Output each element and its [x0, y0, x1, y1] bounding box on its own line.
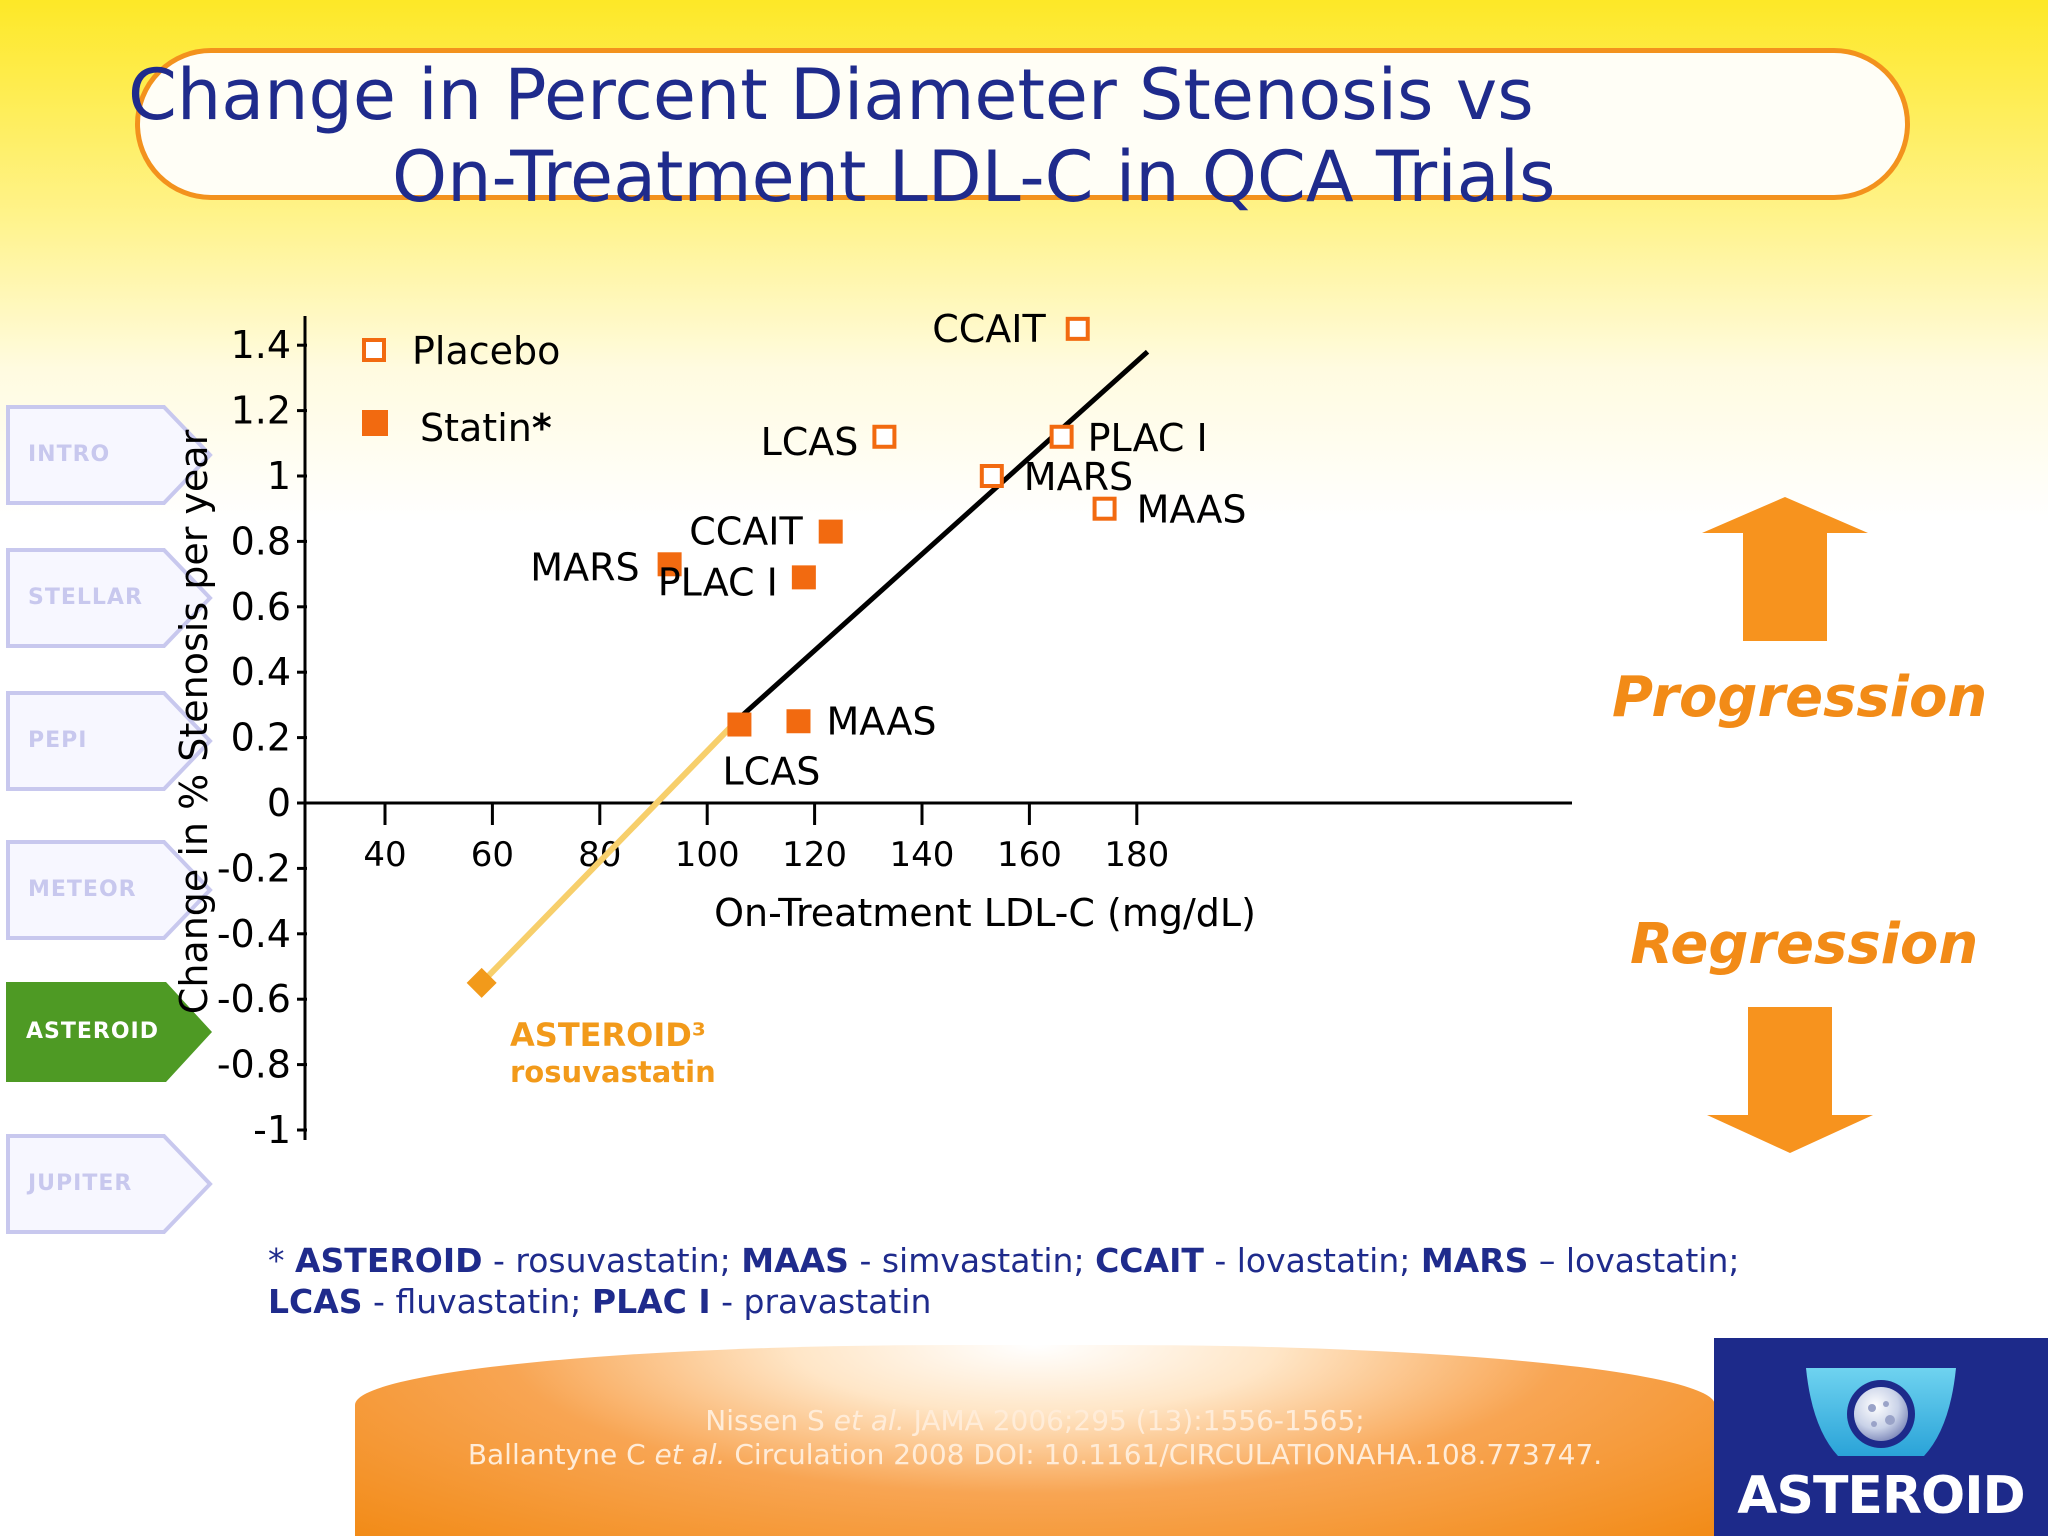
legend-statin-marker [362, 410, 388, 436]
y-tick-label: -0.8 [217, 1043, 291, 1087]
y-axis-label: Change in % Stenosis per year [172, 429, 216, 1014]
x-axis-label: On-Treatment LDL-C (mg/dL) [714, 891, 1256, 935]
asteroid-logo: ASTEROID [1714, 1338, 2048, 1536]
y-tick-label: -1 [253, 1108, 291, 1152]
footnote-line2: LCAS - fluvastatin; PLAC I - pravastatin [268, 1282, 932, 1321]
nav-label: JUPITER [28, 1171, 133, 1196]
nav-item-intro[interactable]: INTRO [6, 405, 216, 505]
y-tick-label: 0.8 [231, 519, 291, 563]
placebo-point-lcas [872, 424, 897, 449]
page-title-line1: Change in Percent Diameter Stenosis vs [128, 54, 1534, 136]
x-tick-label: 60 [471, 835, 514, 875]
nav-tab-shape [6, 840, 213, 940]
placebo-point-mars [979, 464, 1004, 488]
logo-text: ASTEROID [1737, 1466, 2025, 1526]
footnote-line1: * ASTEROID - rosuvastatin; MAAS - simvas… [268, 1241, 1740, 1280]
nav-tab-shape [6, 691, 213, 791]
placebo-point-label: CCAIT [932, 307, 1046, 351]
nav-item-jupiter[interactable]: JUPITER [6, 1134, 216, 1234]
x-tick-label: 100 [675, 835, 740, 875]
footer-band [355, 1345, 1715, 1536]
placebo-point-label: LCAS [761, 420, 859, 464]
progression-label: Progression [1612, 665, 1988, 730]
placebo-point-label: MARS [1024, 455, 1133, 499]
nav-label: METEOR [28, 877, 137, 902]
nav-item-stellar[interactable]: STELLAR [6, 548, 216, 648]
placebo-point-placi [1049, 424, 1074, 449]
x-tick-label: 40 [363, 835, 406, 875]
y-tick-label: -0.4 [217, 912, 291, 956]
y-tick-label: 1.2 [231, 389, 291, 433]
citation-line1: Nissen S et al. JAMA 2006;295 (13):1556-… [705, 1404, 1365, 1437]
x-tick-label: 140 [890, 835, 955, 875]
nav-tab-shape [6, 982, 212, 1082]
regression-line [737, 349, 1150, 720]
y-tick-label: 0 [267, 781, 291, 825]
x-tick-label: 160 [997, 835, 1062, 875]
placebo-point-ccait [1065, 316, 1090, 341]
nav-label: ASTEROID [26, 1019, 159, 1044]
asteroid-point [466, 967, 497, 998]
statin-point-label: MARS [530, 545, 639, 589]
citation-line2: Ballantyne C et al. Circulation 2008 DOI… [467, 1438, 1603, 1471]
extrapolation-line [479, 715, 742, 985]
nav-item-pepi[interactable]: PEPI [6, 691, 216, 791]
y-tick-label: 0.2 [231, 716, 291, 760]
legend-statin-label: Statin* [420, 406, 552, 450]
statin-point-placi [791, 565, 816, 590]
statin-point-ccait [818, 519, 843, 544]
statin-point-maas [786, 709, 811, 734]
y-tick-label: -0.6 [217, 977, 291, 1021]
legend-placebo-marker [362, 338, 386, 362]
placebo-point-label: PLAC I [1088, 416, 1208, 460]
nav-label: INTRO [28, 442, 111, 467]
legend-placebo-label: Placebo [412, 329, 560, 373]
nav-item-meteor[interactable]: METEOR [6, 840, 216, 940]
nav-tab-shape [6, 548, 213, 648]
y-tick-label: -0.2 [217, 846, 291, 890]
nav-tab-shape [6, 1134, 213, 1234]
placebo-point-maas [1092, 496, 1117, 521]
statin-point-label: MAAS [826, 699, 936, 743]
x-tick-label: 180 [1104, 835, 1169, 875]
nav-label: PEPI [28, 728, 88, 753]
x-tick-label: 80 [578, 835, 621, 875]
placebo-point-label: MAAS [1137, 488, 1247, 532]
drug-footnote: * ASTEROID - rosuvastatin; MAAS - simvas… [268, 1240, 1740, 1322]
page-title-line2: On-Treatment LDL-C in QCA Trials [392, 136, 1556, 218]
nav-item-asteroid[interactable]: ASTEROID [6, 982, 216, 1082]
arrow-up-icon [1702, 497, 1868, 641]
asteroid-logo-icon [1806, 1368, 1956, 1456]
asteroid-point-sublabel: rosuvastatin [510, 1055, 716, 1089]
nav-tab-shape [6, 405, 213, 505]
regression-label: Regression [1630, 912, 1979, 977]
y-tick-label: 1.4 [231, 323, 291, 367]
nav-label: STELLAR [28, 585, 143, 610]
statin-point-label: LCAS [723, 750, 821, 794]
y-tick-label: 0.6 [231, 585, 291, 629]
statin-point-lcas [727, 712, 752, 737]
statin-point-mars [657, 552, 682, 577]
arrow-down-icon [1707, 1007, 1873, 1153]
statin-point-label: CCAIT [689, 510, 803, 554]
citation: Nissen S et al. JAMA 2006;295 (13):1556-… [380, 1404, 1690, 1472]
asteroid-point-label: ASTEROID³ [510, 1016, 706, 1054]
y-tick-label: 1 [267, 454, 291, 498]
x-tick-label: 120 [782, 835, 847, 875]
y-tick-label: 0.4 [231, 650, 291, 694]
title-box [135, 48, 1910, 200]
legend-statin-asterisk: * [532, 406, 552, 450]
statin-point-label: PLAC I [658, 560, 778, 604]
